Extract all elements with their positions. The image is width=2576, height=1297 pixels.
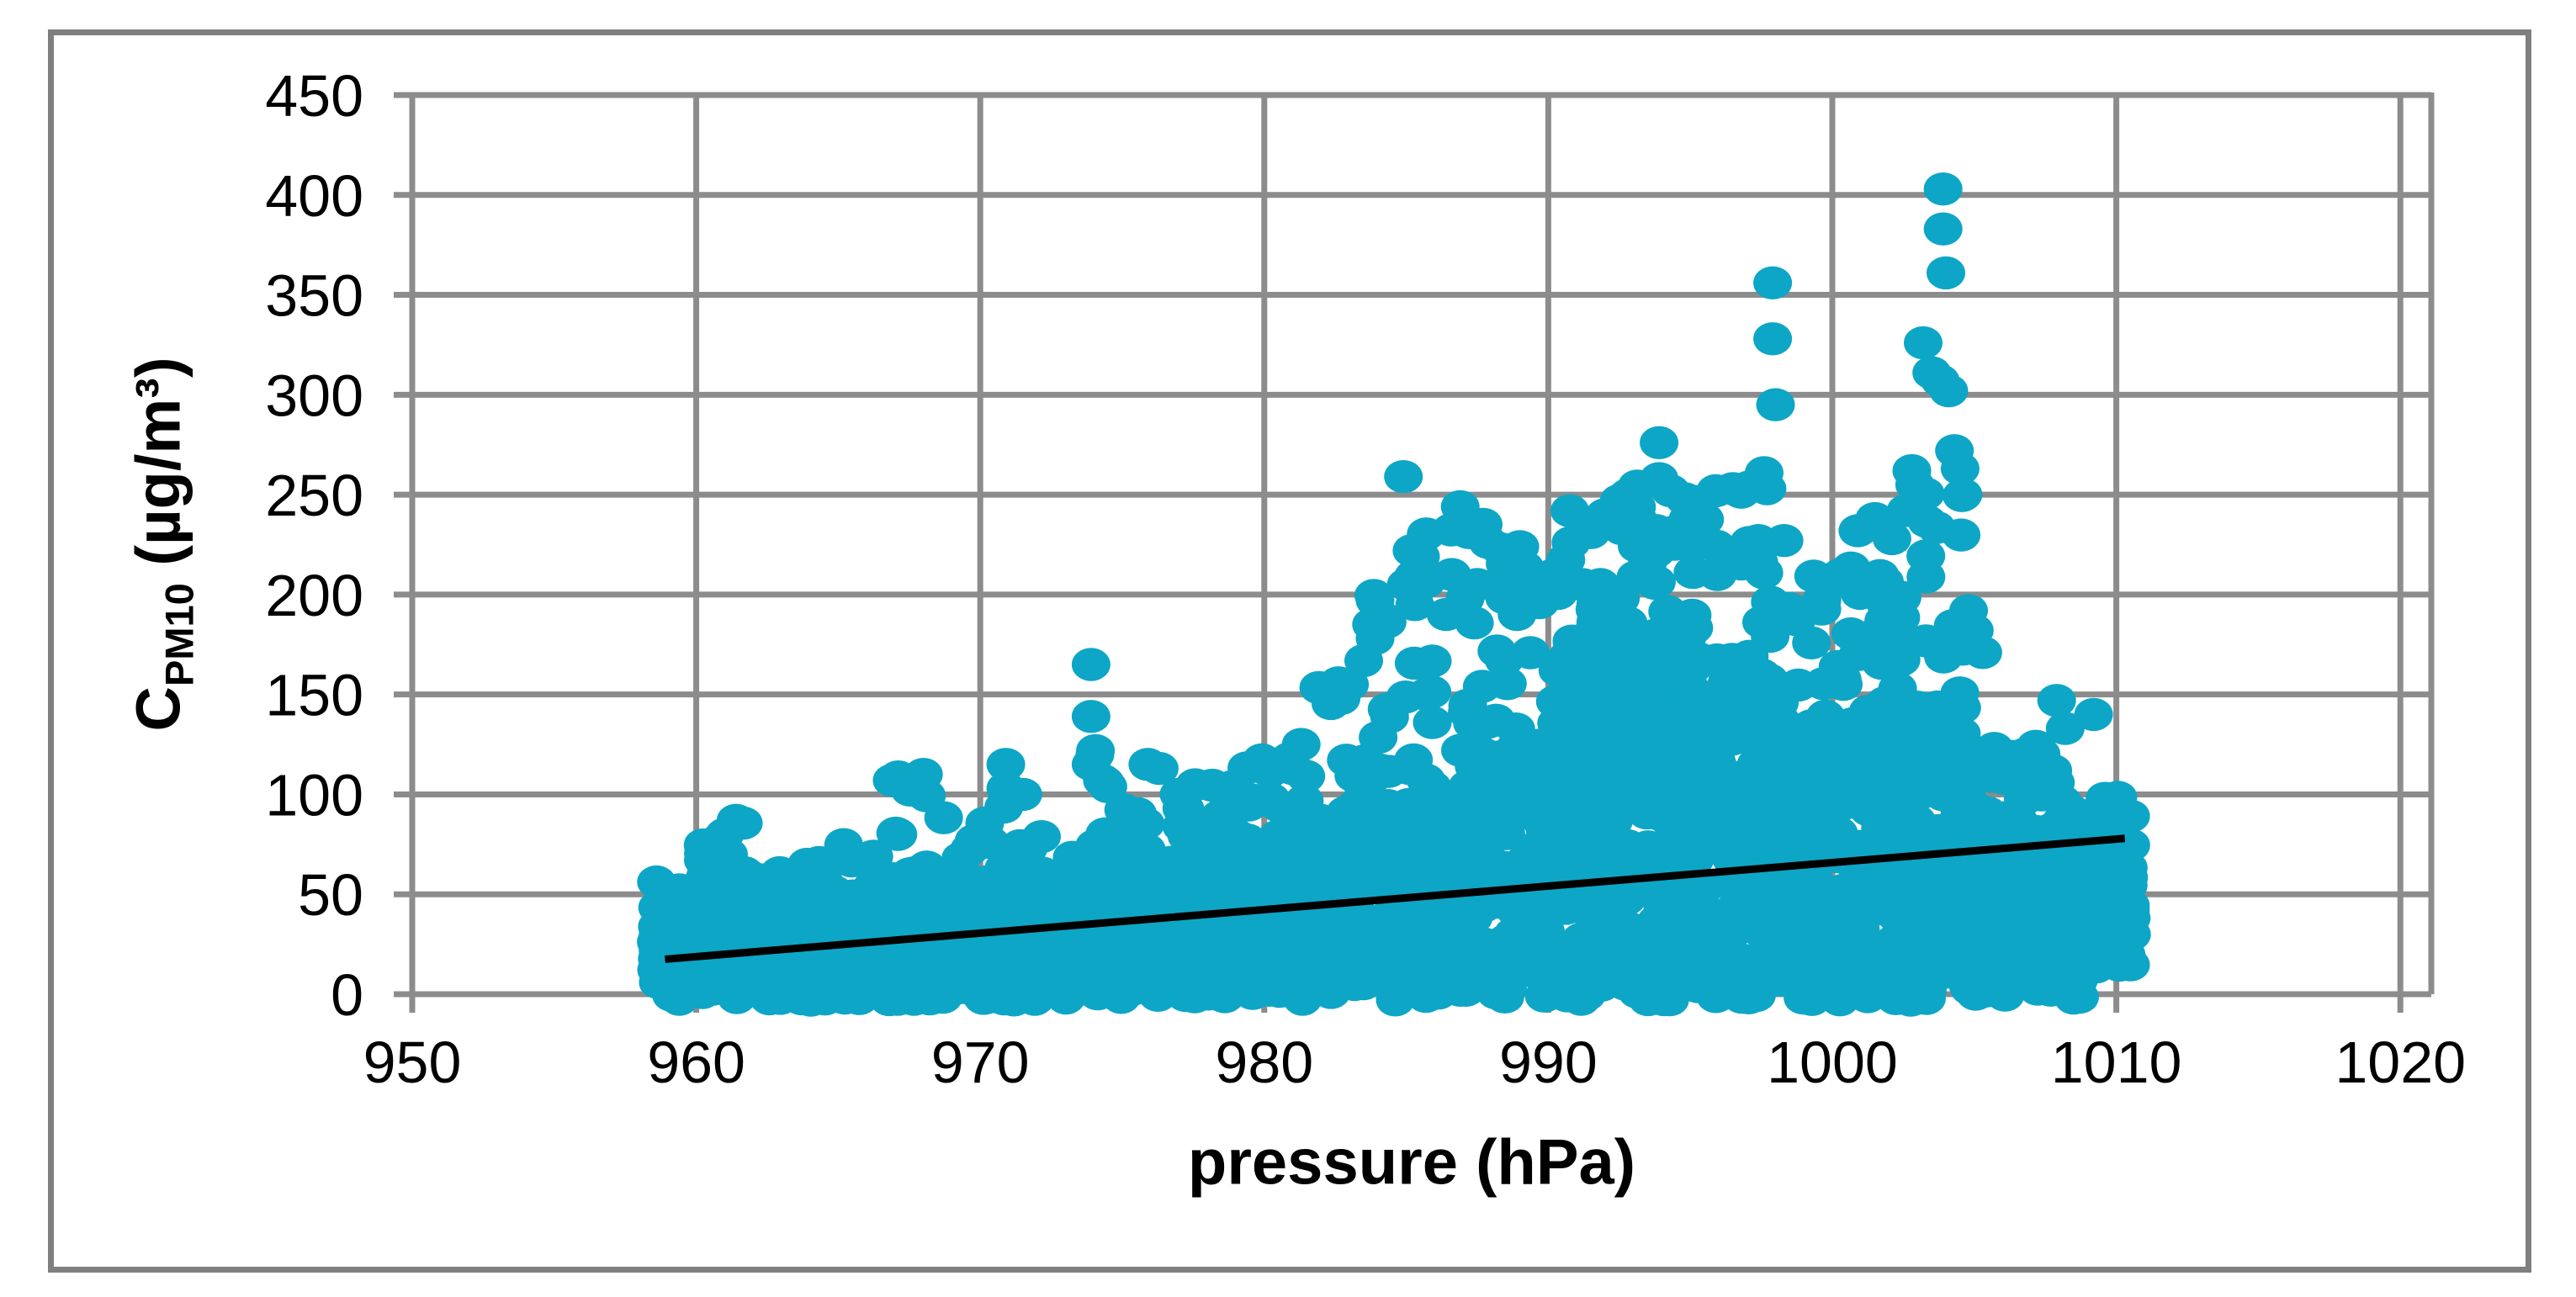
x-tick-label: 990 bbox=[1499, 1030, 1598, 1095]
y-tick-label: 450 bbox=[265, 63, 363, 129]
y-axis-title-subscript: PM10 bbox=[156, 583, 202, 687]
y-axis-title: CPM10 (µg/m³) bbox=[123, 357, 203, 732]
y-tick-label: 350 bbox=[265, 263, 363, 329]
y-tick-labels: 0 50 100 150 200 250 300 350 400 450 bbox=[265, 63, 363, 1028]
x-tick-label: 960 bbox=[647, 1030, 745, 1095]
x-tick-label: 1010 bbox=[2051, 1030, 2182, 1095]
y-axis-title-base: C bbox=[123, 686, 193, 732]
x-tick-label: 1020 bbox=[2335, 1030, 2466, 1095]
y-tick-label: 250 bbox=[265, 463, 363, 528]
x-tick-label: 970 bbox=[931, 1030, 1030, 1095]
y-tick-label: 200 bbox=[265, 563, 363, 628]
x-tick-label: 980 bbox=[1215, 1030, 1313, 1095]
x-tick-label: 950 bbox=[363, 1030, 462, 1095]
trendline bbox=[665, 834, 2126, 963]
y-tick-label: 100 bbox=[265, 762, 363, 828]
y-tick-label: 300 bbox=[265, 363, 363, 428]
y-axis-title-units: (µg/m³) bbox=[123, 357, 193, 584]
y-tick-label: 0 bbox=[331, 962, 363, 1028]
x-tick-labels: 950 960 970 980 990 1000 1010 1020 bbox=[363, 1030, 2466, 1095]
y-tick-label: 50 bbox=[298, 862, 363, 928]
scatter-points bbox=[637, 172, 2151, 1017]
x-tick-label: 1000 bbox=[1767, 1030, 1898, 1095]
y-tick-label: 400 bbox=[265, 163, 363, 229]
x-axis-title: pressure (hPa) bbox=[1187, 1126, 1636, 1199]
y-tick-label: 150 bbox=[265, 663, 363, 728]
